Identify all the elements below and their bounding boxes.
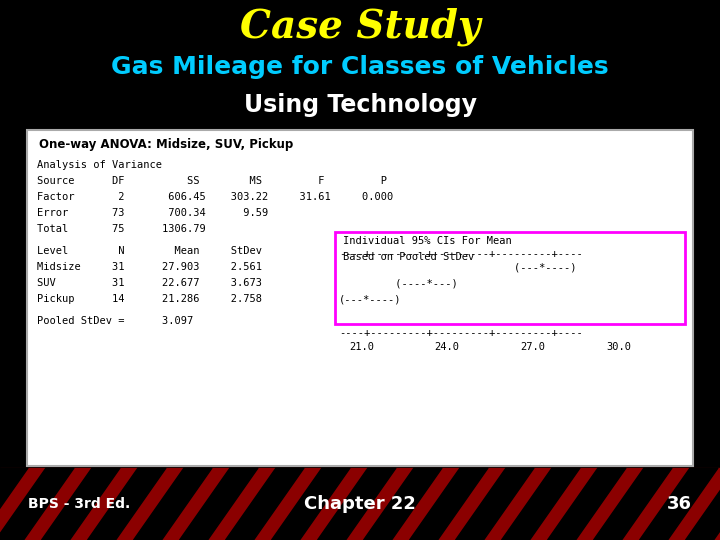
Text: Based on Pooled StDev: Based on Pooled StDev — [343, 252, 474, 262]
Polygon shape — [548, 468, 626, 540]
Polygon shape — [685, 468, 720, 540]
Polygon shape — [318, 468, 396, 540]
Text: (---*----): (---*----) — [339, 294, 402, 304]
Polygon shape — [88, 468, 166, 540]
Text: Midsize     31      27.903     2.561: Midsize 31 27.903 2.561 — [37, 262, 262, 272]
Text: Level        N        Mean     StDev: Level N Mean StDev — [37, 246, 262, 256]
Text: Source      DF          SS        MS         F         P: Source DF SS MS F P — [37, 176, 387, 186]
Text: SUV         31      22.677     3.673: SUV 31 22.677 3.673 — [37, 278, 262, 288]
Polygon shape — [410, 468, 488, 540]
Polygon shape — [593, 468, 672, 540]
Text: Individual 95% CIs For Mean: Individual 95% CIs For Mean — [343, 236, 512, 246]
Text: Gas Mileage for Classes of Vehicles: Gas Mileage for Classes of Vehicles — [111, 55, 609, 79]
FancyBboxPatch shape — [27, 130, 693, 466]
Polygon shape — [134, 468, 212, 540]
Text: Pooled StDev =      3.097: Pooled StDev = 3.097 — [37, 316, 193, 326]
Polygon shape — [42, 468, 120, 540]
Text: 27.0: 27.0 — [521, 342, 545, 352]
Polygon shape — [179, 468, 258, 540]
Polygon shape — [271, 468, 350, 540]
Polygon shape — [456, 468, 534, 540]
Text: Analysis of Variance: Analysis of Variance — [37, 160, 162, 170]
Polygon shape — [225, 468, 304, 540]
Text: One-way ANOVA: Midsize, SUV, Pickup: One-way ANOVA: Midsize, SUV, Pickup — [39, 138, 293, 151]
Polygon shape — [502, 468, 580, 540]
Text: Chapter 22: Chapter 22 — [304, 495, 416, 513]
Text: ----+---------+---------+---------+----: ----+---------+---------+---------+---- — [339, 249, 582, 259]
Text: 36: 36 — [667, 495, 692, 513]
Polygon shape — [0, 468, 74, 540]
Text: Error       73       700.34      9.59: Error 73 700.34 9.59 — [37, 208, 269, 218]
Bar — [0, 468, 720, 540]
Text: (---*----): (---*----) — [339, 262, 577, 272]
Text: (----*---): (----*---) — [339, 278, 458, 288]
Text: Using Technology: Using Technology — [243, 93, 477, 117]
Polygon shape — [639, 468, 718, 540]
Text: 30.0: 30.0 — [606, 342, 631, 352]
Polygon shape — [0, 468, 28, 540]
Text: 24.0: 24.0 — [434, 342, 459, 352]
Text: Total       75      1306.79: Total 75 1306.79 — [37, 224, 206, 234]
Text: Case Study: Case Study — [240, 8, 480, 46]
Text: ----+---------+---------+---------+----: ----+---------+---------+---------+---- — [339, 328, 582, 338]
Text: Factor       2       606.45    303.22     31.61     0.000: Factor 2 606.45 303.22 31.61 0.000 — [37, 192, 393, 202]
Text: Pickup      14      21.286     2.758: Pickup 14 21.286 2.758 — [37, 294, 262, 304]
Text: 21.0: 21.0 — [348, 342, 374, 352]
Polygon shape — [364, 468, 442, 540]
Text: BPS - 3rd Ed.: BPS - 3rd Ed. — [28, 497, 130, 511]
FancyBboxPatch shape — [335, 232, 685, 324]
